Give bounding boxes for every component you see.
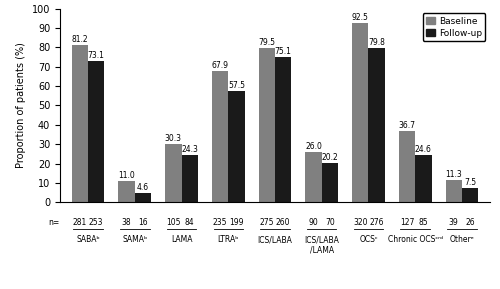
Text: 281: 281 <box>72 218 87 227</box>
Text: SAMAᵇ: SAMAᵇ <box>122 235 148 244</box>
Text: 26: 26 <box>466 218 475 227</box>
Bar <box>306 152 322 202</box>
Text: 7.5: 7.5 <box>464 178 476 187</box>
Text: 81.2: 81.2 <box>72 35 88 44</box>
Text: 20.2: 20.2 <box>322 153 338 162</box>
Text: 79.8: 79.8 <box>368 38 385 47</box>
Text: 85: 85 <box>418 218 428 227</box>
Text: LTRAᵇ: LTRAᵇ <box>218 235 239 244</box>
Y-axis label: Proportion of patients (%): Proportion of patients (%) <box>16 42 26 168</box>
Text: 84: 84 <box>185 218 194 227</box>
Text: 92.5: 92.5 <box>352 13 368 22</box>
Text: 38: 38 <box>122 218 132 227</box>
Text: 276: 276 <box>370 218 384 227</box>
Text: 235: 235 <box>213 218 228 227</box>
Text: 24.3: 24.3 <box>182 145 198 154</box>
Bar <box>275 57 291 202</box>
Text: 26.0: 26.0 <box>305 142 322 151</box>
Text: SABAᵇ: SABAᵇ <box>76 235 100 244</box>
Text: 67.9: 67.9 <box>212 61 228 70</box>
Text: 70: 70 <box>325 218 335 227</box>
Text: 30.3: 30.3 <box>165 134 182 143</box>
Bar <box>352 23 368 202</box>
Text: 73.1: 73.1 <box>88 51 104 60</box>
Text: ICS/LABA: ICS/LABA <box>258 235 292 244</box>
Bar <box>399 131 415 202</box>
Text: OCSᶜ: OCSᶜ <box>359 235 378 244</box>
Text: 39: 39 <box>449 218 458 227</box>
Text: 320: 320 <box>353 218 368 227</box>
Legend: Baseline, Follow-up: Baseline, Follow-up <box>422 13 486 41</box>
Text: 79.5: 79.5 <box>258 38 276 47</box>
Bar <box>322 163 338 202</box>
Bar <box>258 48 275 202</box>
Bar <box>228 91 244 202</box>
Text: 57.5: 57.5 <box>228 81 245 90</box>
Bar <box>182 155 198 202</box>
Text: ICS/LABA
/LAMA: ICS/LABA /LAMA <box>304 235 339 255</box>
Text: 24.6: 24.6 <box>415 145 432 154</box>
Text: 11.0: 11.0 <box>118 171 135 180</box>
Text: Chronic OCSᶜʳᵈ: Chronic OCSᶜʳᵈ <box>388 235 443 244</box>
Text: 260: 260 <box>276 218 290 227</box>
Bar <box>88 61 104 202</box>
Bar <box>118 181 135 202</box>
Bar <box>415 155 432 202</box>
Text: 75.1: 75.1 <box>274 47 291 56</box>
Text: 105: 105 <box>166 218 180 227</box>
Text: 127: 127 <box>400 218 414 227</box>
Text: 90: 90 <box>308 218 318 227</box>
Text: n=: n= <box>48 218 59 227</box>
Bar <box>446 180 462 202</box>
Text: 11.3: 11.3 <box>446 171 462 179</box>
Text: 275: 275 <box>260 218 274 227</box>
Bar <box>462 188 478 202</box>
Bar <box>165 144 182 202</box>
Text: LAMA: LAMA <box>171 235 192 244</box>
Bar <box>72 45 88 202</box>
Bar <box>135 193 151 202</box>
Text: 253: 253 <box>89 218 104 227</box>
Bar <box>368 48 385 202</box>
Text: 36.7: 36.7 <box>398 121 415 130</box>
Text: 4.6: 4.6 <box>137 184 149 192</box>
Bar <box>212 71 228 202</box>
Text: 16: 16 <box>138 218 148 227</box>
Text: Otherᵉ: Otherᵉ <box>450 235 474 244</box>
Text: 199: 199 <box>229 218 244 227</box>
